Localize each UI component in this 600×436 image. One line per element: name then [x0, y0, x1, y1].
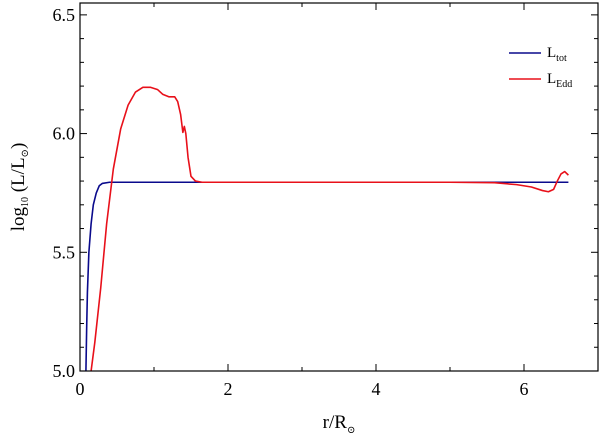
tick-labels: 0 2 4 6 5.0 5.5 6.0 6.5	[53, 5, 529, 399]
x-axis-label: r/R⊙	[323, 412, 356, 436]
plot-frame	[79, 2, 599, 372]
x-tick-label: 4	[372, 379, 381, 399]
y-tick-label: 6.5	[53, 5, 76, 25]
legend-label-ledd: LEdd	[547, 71, 572, 90]
plot-lines	[85, 86, 569, 371]
x-tick-label: 2	[224, 379, 233, 399]
x-tick-label: 0	[76, 379, 85, 399]
legend: Ltot LEdd	[509, 45, 572, 90]
series-line-tot	[85, 181, 569, 371]
y-axis-label: log10 (L/L⊙)	[8, 143, 31, 232]
y-tick-label: 5.0	[53, 361, 76, 381]
y-tick-label: 5.5	[53, 242, 76, 262]
legend-entry-ledd: LEdd	[509, 71, 572, 90]
x-tick-label: 6	[520, 379, 529, 399]
tick-marks	[79, 3, 599, 372]
series-line-edd	[90, 86, 569, 371]
legend-entry-ltot: Ltot	[509, 45, 567, 64]
y-tick-label: 6.0	[53, 124, 76, 144]
legend-label-ltot: Ltot	[547, 45, 567, 64]
